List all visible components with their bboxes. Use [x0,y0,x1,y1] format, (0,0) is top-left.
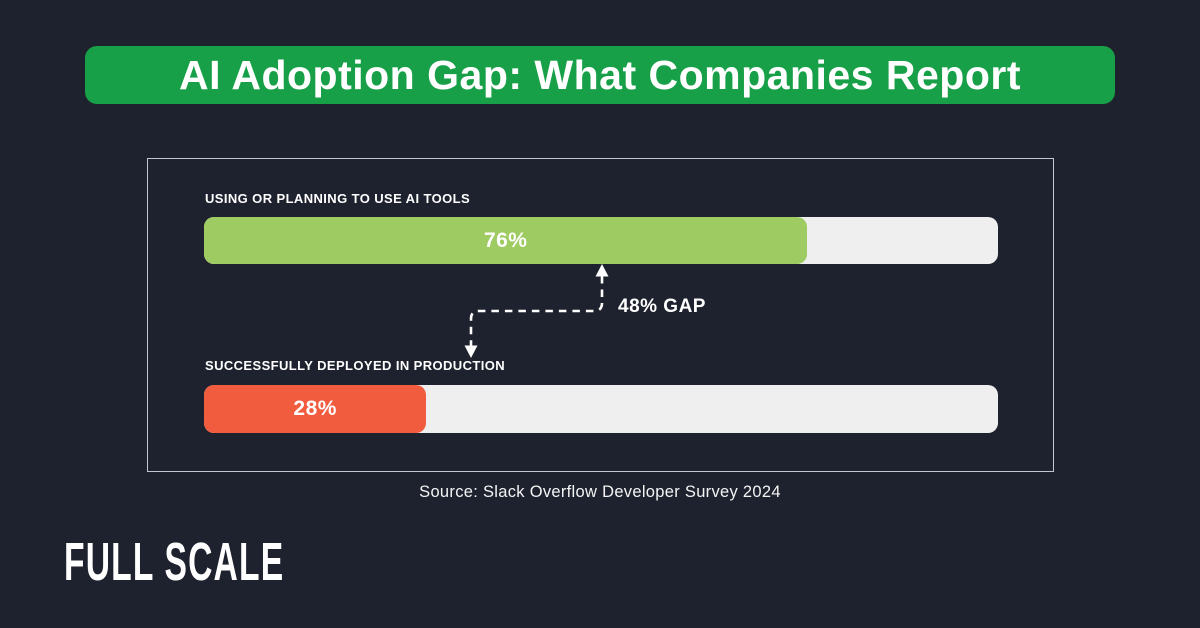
bar-value-production: 28% [293,397,337,420]
bar-label-production: SUCCESSFULLY DEPLOYED IN PRODUCTION [205,358,506,373]
arrowhead-up-icon [595,264,609,277]
arrowhead-down-icon [464,345,478,358]
bar-fill-production: 28% [204,385,427,433]
source-caption: Source: Slack Overflow Developer Survey … [419,483,781,501]
bar-track-ai-tools: 76% [204,217,998,264]
bar-label-ai-tools: USING OR PLANNING TO USE AI TOOLS [205,191,471,206]
gap-label: 48% GAP [618,296,706,317]
bar-track-production: 28% [204,385,998,433]
gap-connector-arrow [464,264,609,358]
fullscale-logo: FULL SCALE [64,532,285,593]
title-banner: AI Adoption Gap: What Companies Report [85,46,1115,104]
chart-panel: USING OR PLANNING TO USE AI TOOLS 76% 48… [147,158,1054,472]
page-title: AI Adoption Gap: What Companies Report [178,51,1021,98]
bar-fill-ai-tools: 76% [204,217,808,264]
bar-value-ai-tools: 76% [483,228,528,252]
